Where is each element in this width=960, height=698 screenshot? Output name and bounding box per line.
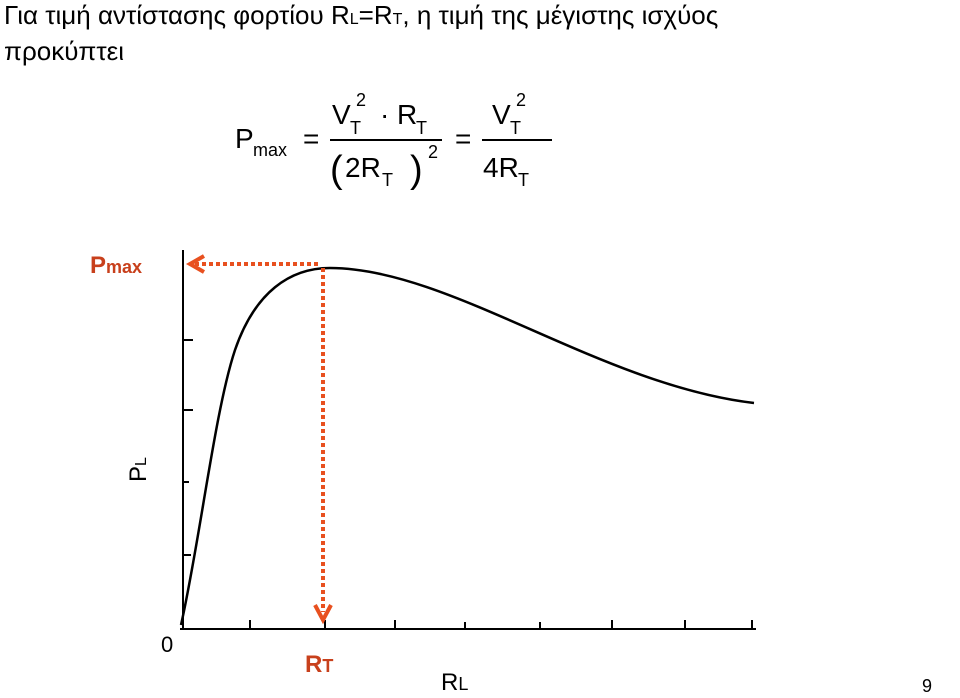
origin-label: 0 (161, 632, 173, 657)
title-text: Για τιμή αντίστασης φορτίου R (4, 0, 350, 30)
title-line2: προκύπτει (4, 36, 124, 66)
x-axis-label: RL (441, 669, 468, 696)
formula-sub: T (416, 118, 427, 138)
formula-equals: = (455, 123, 471, 154)
formula-paren: ( (330, 149, 343, 191)
arrow-head (313, 604, 333, 625)
power-curve (179, 266, 755, 626)
y-label-sub: L (133, 457, 150, 466)
title-text: , η τιμή της μέγιστης ισχύος (402, 0, 718, 30)
x-label-sub: L (458, 674, 468, 694)
title-sub: T (393, 11, 403, 28)
formula-sub: T (510, 118, 521, 138)
title-text: =R (359, 0, 393, 30)
title-line: Για τιμή αντίστασης φορτίου RL=RT, η τιμ… (4, 0, 718, 30)
formula-sub: max (253, 140, 287, 160)
page-number: 9 (922, 676, 932, 696)
y-axis-label: PL (125, 457, 152, 482)
pmax-sub: max (106, 257, 142, 277)
title-sub: L (350, 11, 359, 28)
y-label-p: P (125, 466, 152, 482)
formula-2r: 2R (345, 152, 381, 183)
formula-v: V (332, 99, 351, 130)
formula-sub: T (518, 170, 529, 190)
pmax-p: P (90, 252, 106, 279)
formula-p: P (235, 123, 254, 154)
formula-paren: ) (410, 149, 423, 191)
ticks (183, 339, 753, 629)
formula-sup: 2 (356, 90, 366, 110)
formula-4r: 4R (483, 152, 519, 183)
rt-label: RT (305, 651, 333, 678)
x-label-r: R (441, 669, 458, 696)
rt-sub: T (322, 656, 333, 676)
formula-sub: T (382, 170, 393, 190)
formula-equals: = (303, 123, 319, 154)
formula-dot: · (380, 99, 389, 130)
formula-sup: 2 (516, 90, 526, 110)
formula-v: V (492, 99, 511, 130)
rt-r: R (305, 651, 322, 678)
pmax-label: Pmax (90, 252, 142, 279)
formula-r: R (397, 99, 417, 130)
formula-sup: 2 (428, 142, 438, 162)
formula-sub: T (350, 118, 361, 138)
arrow-head (185, 254, 205, 274)
